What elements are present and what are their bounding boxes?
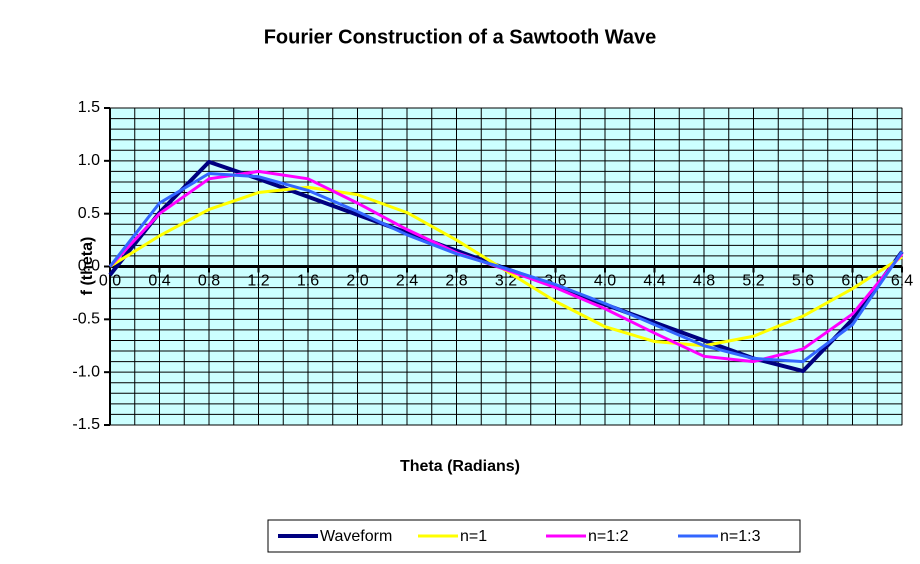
y-axis-label: f (theta)	[79, 237, 96, 296]
x-tick-label: 4.0	[594, 273, 616, 290]
x-tick-label: 0.4	[148, 273, 170, 290]
x-tick-label: 5.2	[742, 273, 764, 290]
x-tick-label: 4.8	[693, 273, 715, 290]
y-tick-label: -1.0	[72, 363, 100, 380]
x-tick-label: 2.4	[396, 273, 418, 290]
chart-title: Fourier Construction of a Sawtooth Wave	[264, 26, 657, 48]
legend-label: Waveform	[320, 528, 392, 545]
y-tick-label: -1.5	[72, 416, 100, 433]
legend-label: n=1	[460, 528, 487, 545]
x-tick-label: 1.6	[297, 273, 319, 290]
x-tick-label: 2.0	[346, 273, 368, 290]
legend-label: n=1:3	[720, 528, 761, 545]
series-line	[108, 172, 904, 364]
y-tick-label: 0.0	[78, 258, 100, 275]
y-tick-label: -0.5	[72, 311, 100, 328]
y-tick-label: 1.5	[78, 99, 100, 116]
x-tick-label: 0.8	[198, 273, 220, 290]
x-tick-label: 6.4	[891, 273, 913, 290]
legend-label: n=1:2	[588, 528, 629, 545]
y-tick-label: 1.0	[78, 152, 100, 169]
x-tick-label: 5.6	[792, 273, 814, 290]
x-tick-label: 3.2	[495, 273, 517, 290]
x-tick-label: 4.4	[643, 273, 665, 290]
x-axis-label: Theta (Radians)	[400, 458, 520, 475]
x-tick-label: 2.8	[445, 273, 467, 290]
y-tick-label: 0.5	[78, 205, 100, 222]
x-tick-label: 1.2	[247, 273, 269, 290]
